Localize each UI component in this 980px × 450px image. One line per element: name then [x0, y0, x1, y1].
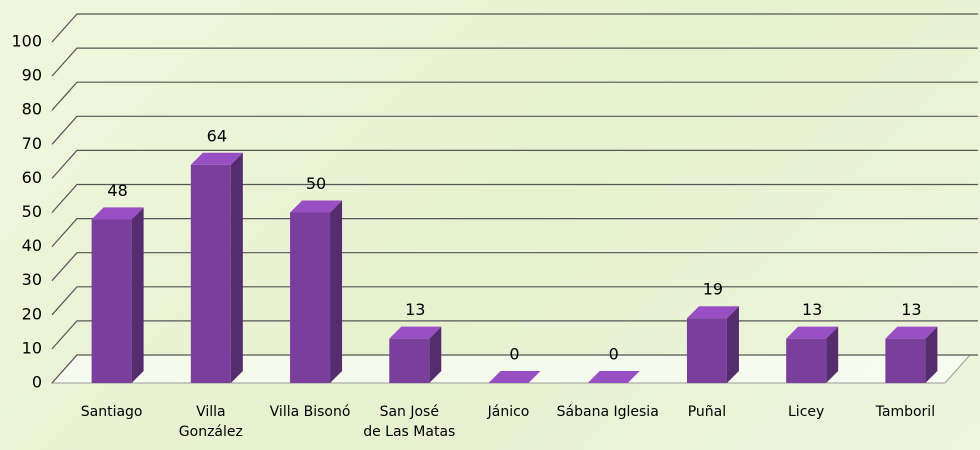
y-tick-label: 80: [22, 100, 42, 119]
bar-side: [330, 201, 342, 384]
value-label: 13: [802, 300, 822, 319]
value-label: 0: [509, 345, 519, 364]
y-tick-label: 40: [22, 236, 42, 255]
x-tick-label: Tamboril: [845, 402, 965, 422]
value-label: 50: [306, 174, 326, 193]
grid-line: [52, 82, 978, 110]
bar-side: [231, 153, 243, 383]
bar: [92, 219, 132, 383]
plot: 0 10 20 30 40 50 60 70 80 90 100 48 64 50 13 0 0 19 13 13: [0, 0, 980, 450]
y-tick-label: 100: [11, 32, 42, 51]
y-tick-label: 90: [22, 66, 42, 85]
bar-side: [132, 207, 144, 383]
value-label: 13: [405, 300, 425, 319]
grid-line: [52, 14, 978, 42]
value-label: 64: [207, 126, 227, 145]
bar-side: [727, 306, 739, 383]
bar: [687, 318, 727, 383]
y-tick-label: 30: [22, 270, 42, 289]
y-tick-label: 0: [32, 373, 42, 392]
value-label: 19: [703, 280, 723, 299]
bar: [885, 339, 925, 383]
grid-line: [52, 48, 978, 76]
y-tick-label: 20: [22, 304, 42, 323]
grid-line: [52, 116, 978, 144]
bar: [786, 339, 826, 383]
y-tick-label: 70: [22, 134, 42, 153]
y-tick-label: 60: [22, 168, 42, 187]
chart: 01020304050607080901004864501300191313 S…: [0, 0, 980, 450]
value-label: 48: [107, 181, 127, 200]
bar: [389, 339, 429, 383]
value-label: 13: [901, 300, 921, 319]
value-label: 0: [609, 345, 619, 364]
bar: [290, 213, 330, 384]
y-tick-label: 50: [22, 202, 42, 221]
y-tick-label: 10: [22, 338, 42, 357]
bar: [191, 165, 231, 383]
